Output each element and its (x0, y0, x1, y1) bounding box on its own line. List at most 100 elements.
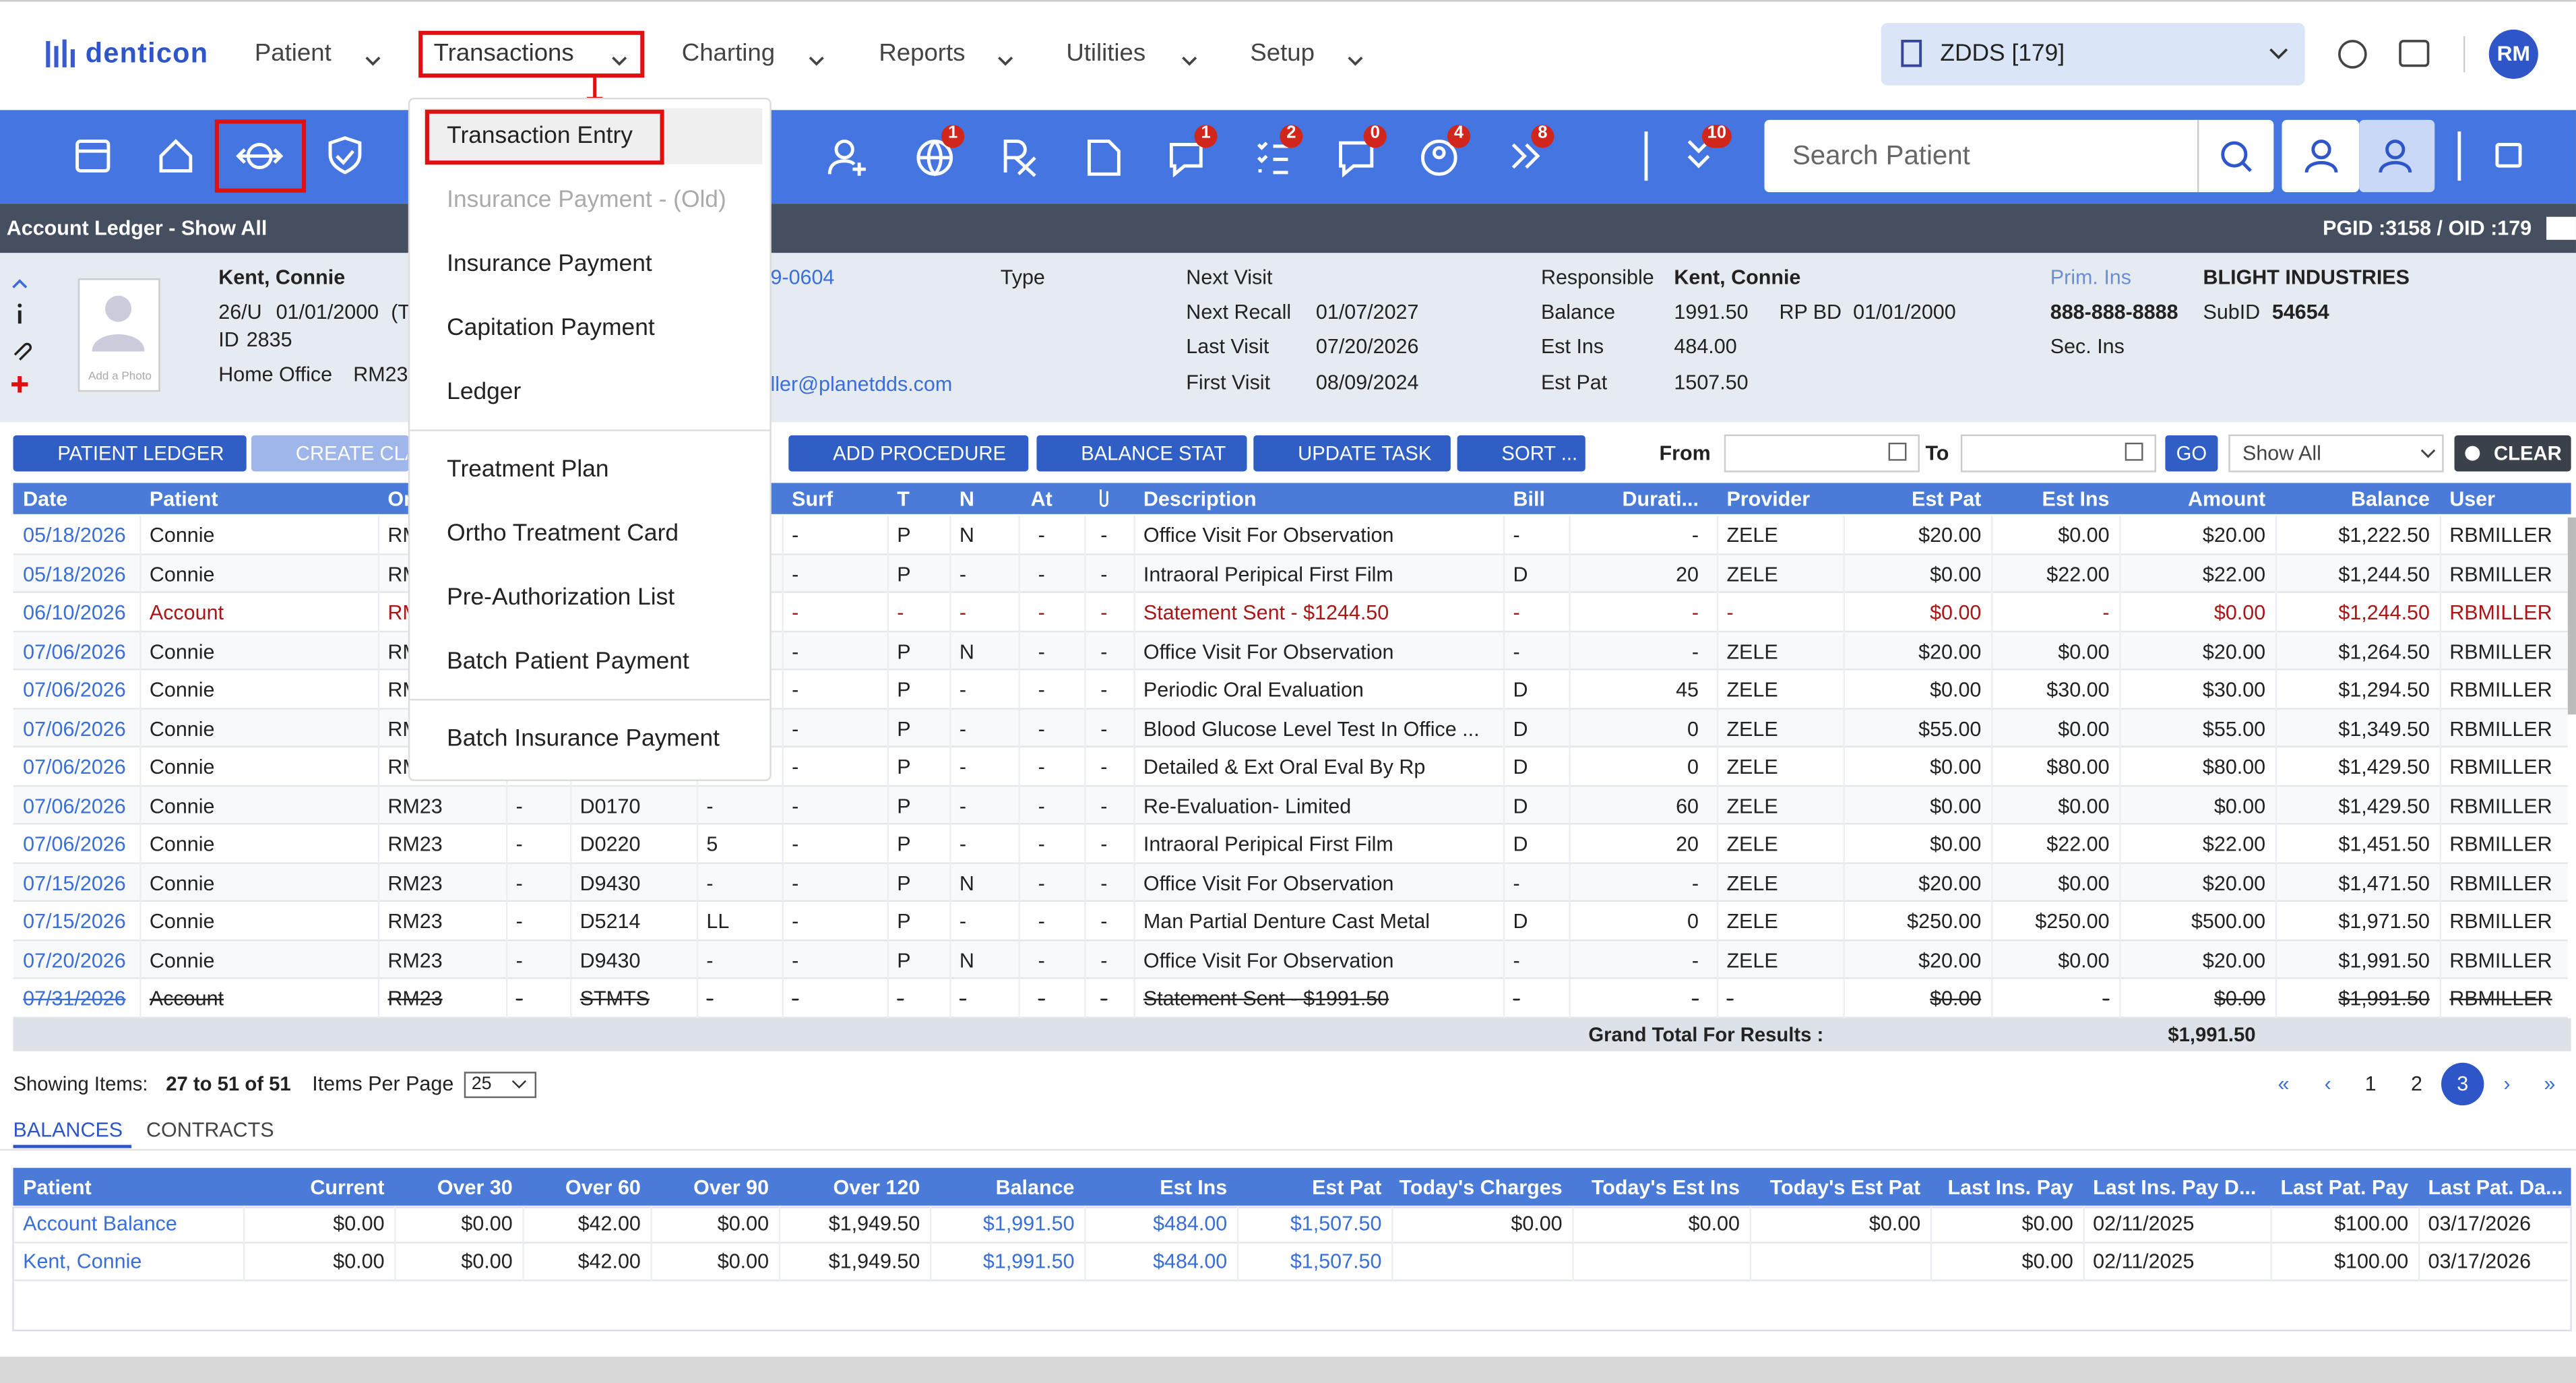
dropdown-item[interactable]: Ledger (447, 379, 522, 406)
ledger-date-link[interactable]: 07/31/2026 (23, 987, 126, 1010)
ledger-date-link[interactable]: 07/06/2026 (23, 678, 126, 702)
page-link[interactable]: ‹ (2324, 1072, 2331, 1096)
ledger-cell: - (1100, 716, 1108, 740)
go-button[interactable]: GO (2176, 441, 2207, 465)
cell-divider (1716, 709, 1719, 748)
dropdown-item[interactable]: Transaction Entry (447, 123, 633, 150)
page-link[interactable]: 1 (2364, 1072, 2377, 1096)
ledger-cell: 0 (1687, 756, 1699, 779)
per-page-select[interactable]: 25 (471, 1074, 492, 1095)
ledger-cell: - (792, 678, 799, 702)
balances-link[interactable]: Account Balance (23, 1212, 177, 1235)
nav-menu[interactable]: Utilities (1066, 39, 1146, 67)
cell-divider (1018, 709, 1021, 748)
cell-divider (1843, 786, 1845, 826)
balances-link[interactable]: $484.00 (1153, 1250, 1228, 1273)
action-button[interactable] (788, 435, 1029, 472)
nav-menu[interactable]: Patient (254, 39, 332, 67)
ledger-header: Amount (2188, 487, 2266, 510)
ledger-cell: $20.00 (1918, 524, 1982, 547)
balances-link[interactable]: $1,507.50 (1290, 1250, 1382, 1273)
action-button[interactable] (1253, 435, 1451, 472)
cell-divider (1716, 747, 1719, 787)
ledger-cell: Connie (149, 910, 215, 933)
dropdown-item[interactable]: Ortho Treatment Card (447, 520, 679, 547)
ledger-date-link[interactable]: 07/06/2026 (23, 832, 126, 856)
page-link[interactable]: « (2277, 1072, 2290, 1096)
ledger-cell: $0.00 (2058, 716, 2110, 740)
avatar[interactable]: RM (2496, 40, 2530, 66)
ledger-cell: $30.00 (2202, 678, 2266, 702)
badge: 2 (1286, 123, 1296, 144)
page-link[interactable]: › (2503, 1072, 2511, 1096)
tab[interactable]: CONTRACTS (146, 1118, 274, 1142)
cell-divider (377, 593, 380, 632)
cell-divider (949, 670, 951, 710)
ledger-cell: $1,429.50 (2338, 794, 2430, 818)
dropdown-item[interactable]: Insurance Payment (447, 251, 652, 278)
nav-menu[interactable]: Transactions (433, 39, 574, 67)
ledger-date-link[interactable]: 07/06/2026 (23, 756, 126, 779)
balances-link[interactable]: $484.00 (1153, 1212, 1228, 1235)
cell-divider (505, 863, 508, 902)
balances-link[interactable]: Kent, Connie (23, 1250, 142, 1273)
nav-menu[interactable]: Charting (681, 39, 776, 67)
cell-divider (2275, 632, 2277, 671)
patient-last-visit-label: Last Visit (1186, 335, 1269, 359)
dropdown-item[interactable]: Capitation Payment (447, 315, 655, 342)
ledger-cell: RM23 (387, 794, 443, 818)
action-button[interactable] (251, 435, 410, 472)
ledger-date-link[interactable]: 06/10/2026 (23, 601, 126, 625)
cell-divider (782, 747, 784, 787)
balances-header: Last Ins. Pay (1947, 1175, 2073, 1198)
nav-menu[interactable]: Setup (1250, 39, 1315, 67)
ledger-cell: $0.00 (1930, 601, 1982, 625)
ledger-cell: - (1691, 601, 1699, 625)
ledger-date-link[interactable]: 07/06/2026 (23, 794, 126, 818)
cell-divider (949, 786, 951, 826)
cell-divider (887, 709, 889, 748)
page-link[interactable]: 3 (2457, 1072, 2469, 1096)
balances-link[interactable]: $1,507.50 (1290, 1212, 1382, 1235)
page-ids: PGID :3158 / OID :179 (2323, 216, 2532, 240)
action-button-label: CREATE CLAIM (295, 441, 408, 465)
ledger-date-link[interactable]: 07/20/2026 (23, 948, 126, 972)
cell-divider (377, 555, 380, 594)
cell-divider (1133, 670, 1135, 710)
badge-bg (1280, 125, 1303, 148)
dropdown-item[interactable]: Batch Patient Payment (447, 648, 689, 675)
ledger-date-link[interactable]: 05/18/2026 (23, 562, 126, 586)
patient-est-ins: 484.00 (1674, 335, 1737, 359)
nav-menu[interactable]: Reports (879, 39, 966, 67)
cell-divider (2119, 902, 2121, 941)
action-button-label: UPDATE TASK (1298, 441, 1432, 465)
cell-divider (782, 709, 784, 748)
action-button[interactable] (13, 435, 247, 472)
ledger-cell: 0 (1687, 910, 1699, 933)
balances-header: Over 90 (693, 1175, 769, 1198)
ledger-date-link[interactable]: 07/06/2026 (23, 716, 126, 740)
clear-button[interactable]: CLEAR (2494, 441, 2562, 465)
badge-bg (1363, 125, 1387, 148)
ledger-date-link[interactable]: 07/15/2026 (23, 910, 126, 933)
badge: 1 (1201, 123, 1211, 144)
action-button[interactable] (1036, 435, 1247, 472)
show-select[interactable]: Show All (2242, 441, 2321, 465)
page-link[interactable]: 2 (2410, 1072, 2422, 1096)
tab[interactable]: BALANCES (13, 1118, 123, 1142)
ledger-date-link[interactable]: 07/15/2026 (23, 871, 126, 895)
search-input[interactable]: Search Patient (1792, 141, 1970, 171)
action-button[interactable] (1457, 435, 1585, 472)
dropdown-item[interactable]: Batch Insurance Payment (447, 726, 720, 753)
office-selector[interactable]: ZDDS [179] (1940, 40, 2065, 67)
dropdown-item[interactable]: Insurance Payment - (Old) (447, 187, 726, 214)
balances-link[interactable]: $1,991.50 (982, 1250, 1075, 1273)
dropdown-item[interactable]: Pre-Authorization List (447, 584, 675, 611)
ledger-date-link[interactable]: 07/06/2026 (23, 640, 126, 663)
cell-divider (1084, 555, 1086, 594)
page-link[interactable]: » (2544, 1072, 2556, 1096)
balances-link[interactable]: $1,991.50 (982, 1212, 1075, 1235)
dropdown-item[interactable]: Treatment Plan (447, 456, 609, 483)
ledger-cell: N (959, 948, 974, 972)
ledger-date-link[interactable]: 05/18/2026 (23, 524, 126, 547)
